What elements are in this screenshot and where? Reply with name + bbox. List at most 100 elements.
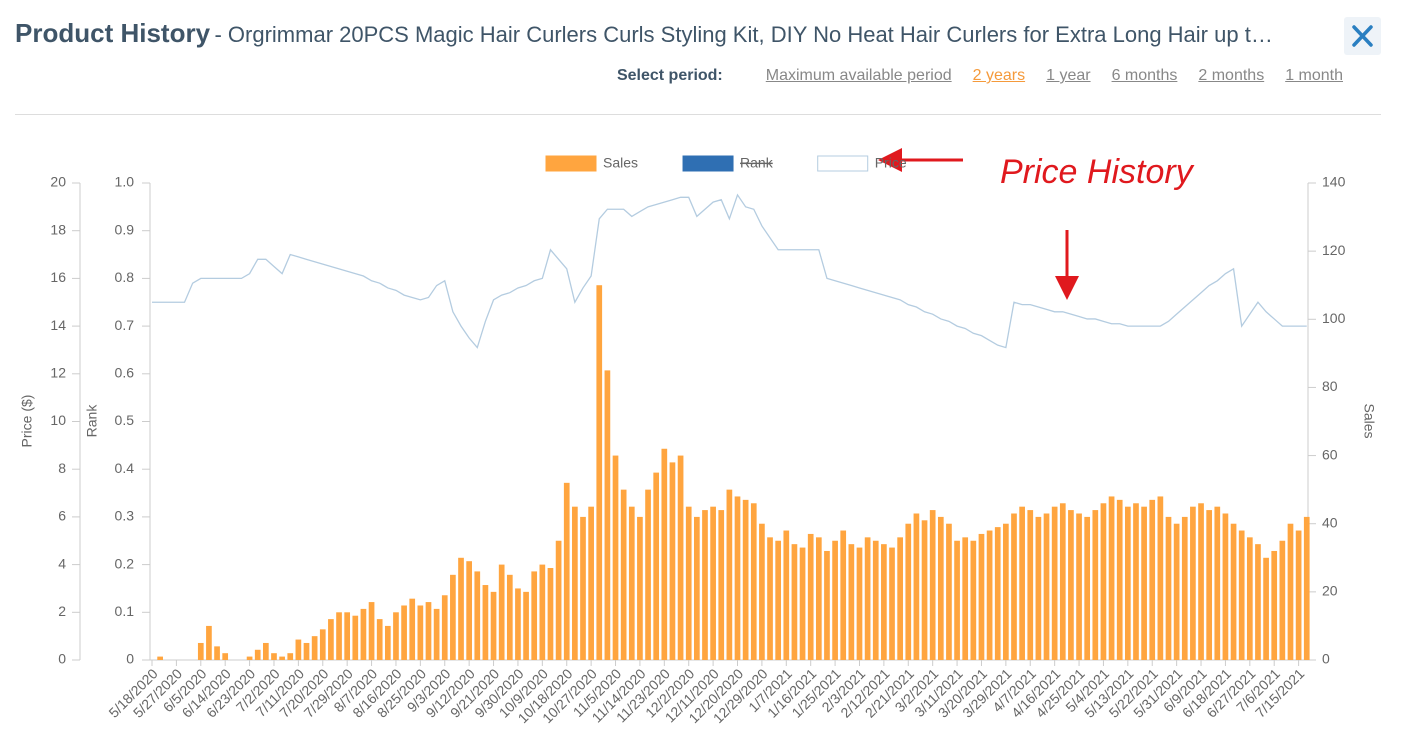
sales-bar (433, 608, 440, 660)
sales-bar (1190, 506, 1196, 660)
sales-bar (677, 455, 684, 660)
y-tick-label: 8 (58, 460, 66, 476)
period-link[interactable]: 1 year (1046, 67, 1091, 84)
y-tick-label: 14 (50, 317, 66, 333)
period-label: Select period: (616, 67, 723, 84)
sales-bar (685, 506, 692, 660)
rank-tick-label: 0.4 (115, 460, 135, 476)
period-link[interactable]: 2 months (1198, 67, 1265, 84)
sales-bar (889, 547, 895, 660)
y-tick-label: 16 (50, 269, 66, 285)
sales-bar (368, 602, 375, 660)
period-link[interactable]: Maximum available period (765, 67, 952, 84)
sales-bar (1124, 506, 1131, 660)
legend-label[interactable]: Rank (740, 155, 774, 171)
sales-bar (832, 540, 838, 660)
y-tick-label: 18 (50, 221, 66, 237)
sales-bar (1019, 506, 1025, 660)
y2-tick-label: 120 (1322, 242, 1346, 258)
sales-bar (328, 619, 334, 660)
rank-tick-label: 0.1 (115, 603, 135, 619)
annotation: Price History (1000, 153, 1195, 191)
sales-bar (246, 656, 253, 660)
sales-bar (157, 656, 163, 660)
rank-tick-label: 0.8 (115, 269, 135, 285)
sales-bar (254, 649, 261, 660)
sales-bar (580, 516, 586, 660)
sales-bar (1206, 510, 1213, 660)
sales-bar (661, 448, 668, 660)
sales-bar (222, 653, 229, 660)
sales-bar (767, 537, 773, 660)
sales-bar (1295, 530, 1302, 660)
sales-bar (1141, 506, 1147, 660)
sales-bar (1157, 496, 1164, 660)
rank-tick-label: 0.3 (115, 508, 135, 524)
sales-bar (1149, 499, 1156, 660)
sales-bar (881, 544, 887, 660)
sales-bar (1271, 550, 1278, 660)
sales-bar (628, 506, 635, 660)
sales-bar (921, 520, 928, 660)
sales-bar (531, 571, 538, 660)
separator (15, 114, 1381, 115)
sales-bar (954, 540, 960, 660)
sales-bar (824, 550, 830, 660)
sales-bar (498, 564, 505, 660)
sales-bar (450, 574, 456, 660)
sales-bar (742, 499, 749, 660)
rank-tick-label: 0.2 (115, 555, 135, 571)
close-button[interactable] (1344, 17, 1381, 55)
sales-bar (718, 510, 725, 660)
sales-bar (1059, 503, 1066, 660)
sales-bar (1003, 523, 1009, 660)
sales-bar (263, 642, 269, 660)
sales-bar (783, 530, 790, 660)
sales-bar (726, 489, 733, 660)
y2-tick-label: 40 (1322, 514, 1338, 530)
legend-label[interactable]: Price (875, 155, 907, 171)
legend-label[interactable]: Sales (603, 155, 638, 171)
sales-bar (572, 506, 578, 660)
sales-bar (1035, 516, 1042, 660)
sales-bar (1011, 513, 1017, 660)
sales-bar (490, 591, 497, 660)
y-tick-label: 12 (50, 365, 66, 381)
sales-bar (1246, 537, 1253, 660)
sales-bar (604, 370, 611, 660)
sales-bar (815, 537, 822, 660)
y-tick-label: 10 (50, 412, 66, 428)
period-link[interactable]: 1 month (1285, 67, 1343, 84)
y2-axis-title: Sales (1361, 403, 1377, 438)
y-tick-label: 4 (58, 555, 66, 571)
legend-swatch (682, 155, 734, 172)
sales-bar (1181, 516, 1188, 660)
sales-bar (482, 585, 489, 660)
sales-bar (669, 462, 676, 660)
rank-axis-title: Rank (84, 404, 100, 438)
period-link[interactable]: 6 months (1111, 67, 1178, 84)
sales-bar (295, 639, 302, 660)
y2-tick-label: 60 (1322, 446, 1338, 462)
sales-bar (555, 540, 562, 660)
period-link[interactable]: 2 years (972, 67, 1026, 84)
close-icon (1352, 25, 1373, 47)
sales-bar (441, 595, 448, 660)
sales-bar (1222, 513, 1229, 660)
sales-bar (1084, 516, 1091, 660)
sales-bar (645, 489, 651, 660)
sales-bar (1108, 496, 1115, 660)
sales-bar (929, 510, 936, 660)
sales-bar (1027, 510, 1034, 660)
sales-bar (1303, 516, 1310, 660)
sales-bar (303, 642, 310, 660)
sales-bar (311, 636, 318, 660)
sales-bar (897, 537, 903, 660)
rank-tick-label: 0.9 (115, 221, 135, 237)
rank-tick-label: 0.6 (115, 365, 135, 381)
sales-bar (547, 568, 554, 660)
sales-bar (1092, 510, 1099, 660)
y-axis-title: Price ($) (19, 395, 35, 448)
